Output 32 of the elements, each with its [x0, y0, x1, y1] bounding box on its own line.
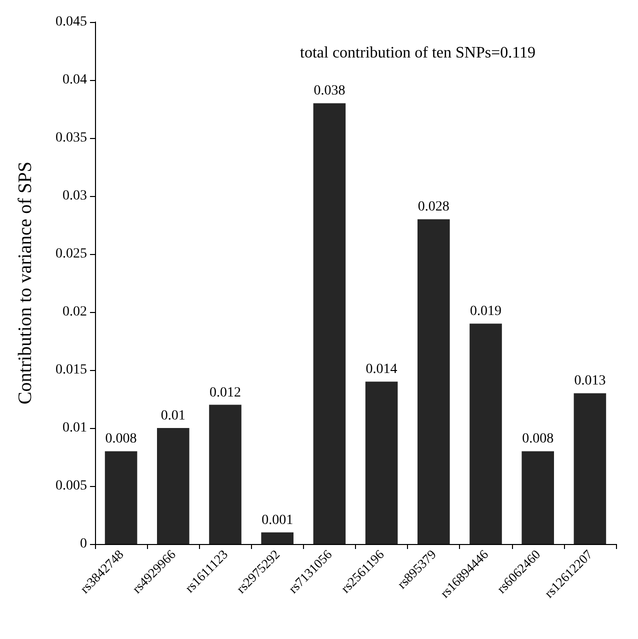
data-label: 0.014 [366, 362, 398, 378]
data-label: 0.038 [314, 84, 346, 99]
annotation: total contribution of ten SNPs=0.119 [300, 44, 536, 62]
bar [157, 428, 190, 544]
bar [365, 382, 398, 544]
y-tick-label: 0.015 [56, 362, 87, 378]
y-tick-label: 0.03 [62, 188, 87, 204]
data-label: 0.019 [470, 304, 502, 320]
bar [418, 219, 450, 544]
y-tick-label: 0 [80, 536, 87, 552]
y-tick-label: 0.035 [56, 130, 87, 146]
data-label: 0.028 [418, 200, 450, 215]
data-label: 0.001 [262, 512, 294, 528]
y-tick-label: 0.04 [62, 72, 87, 88]
bar [470, 324, 502, 544]
bar [522, 451, 554, 544]
y-tick-label: 0.045 [56, 14, 87, 30]
y-axis-title: Contribution to variance of SPS [15, 162, 36, 404]
y-tick-label: 0.02 [62, 304, 87, 320]
bar [209, 404, 242, 544]
data-label: 0.008 [105, 432, 137, 447]
bar [104, 451, 138, 544]
bar [261, 532, 294, 544]
data-label: 0.012 [210, 385, 241, 400]
bar [313, 103, 346, 544]
y-tick-label: 0.005 [56, 478, 87, 494]
y-tick-label: 0.01 [62, 420, 87, 436]
bar [574, 393, 606, 544]
data-label: 0.01 [160, 408, 186, 424]
data-label: 0.008 [522, 432, 554, 447]
data-label: 0.013 [574, 374, 606, 389]
y-tick-label: 0.025 [56, 246, 87, 262]
